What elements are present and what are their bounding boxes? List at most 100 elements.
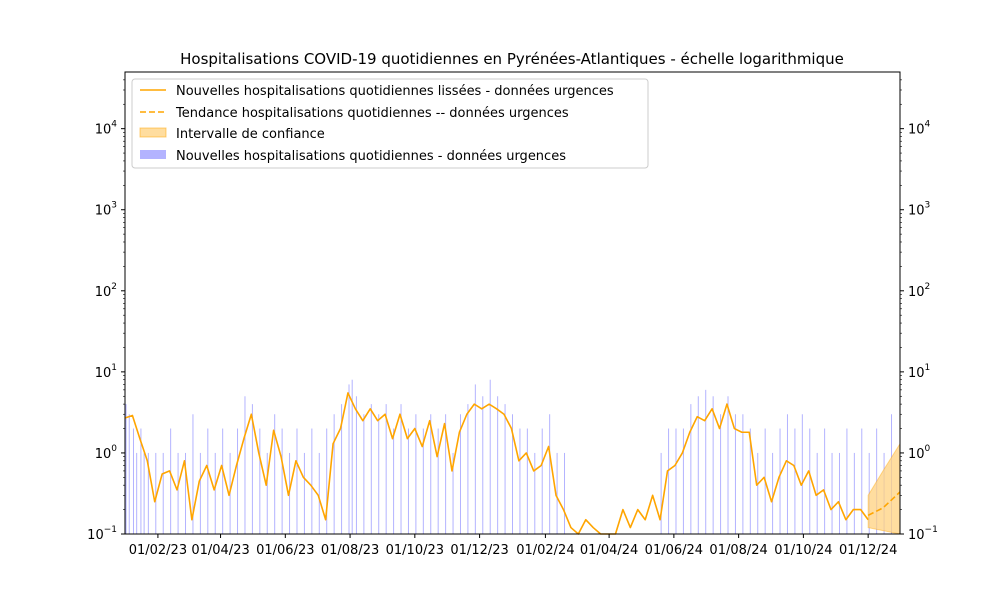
- y-tick-label: 104: [908, 120, 931, 138]
- bar: [132, 428, 134, 534]
- x-axis: 01/02/23 01/04/23 01/06/23 01/08/23 01/10/23…: [129, 534, 897, 558]
- bar: [385, 404, 387, 534]
- bar: [348, 384, 350, 534]
- bar: [489, 379, 491, 534]
- bar: [861, 428, 863, 534]
- bar: [497, 396, 499, 534]
- y-tick-exponent: 1: [925, 363, 931, 373]
- legend-label-confidence: Intervalle de confiance: [176, 127, 325, 142]
- x-tick-label: 01/10/23: [386, 543, 444, 558]
- y-tick-base: 10: [95, 285, 112, 300]
- y-tick-base: 10: [87, 528, 104, 543]
- bar: [697, 396, 699, 534]
- y-tick-label: 101: [908, 363, 930, 381]
- legend-band-swatch: [139, 127, 167, 138]
- bar: [519, 428, 521, 534]
- bar: [690, 404, 692, 534]
- x-tick-label: 01/02/23: [129, 543, 187, 558]
- y-tick-base: 10: [908, 447, 925, 462]
- bar: [772, 452, 774, 534]
- bar: [734, 414, 736, 534]
- x-tick-label: 01/12/23: [450, 543, 508, 558]
- y-tick-exponent: 2: [925, 282, 931, 292]
- bar: [838, 452, 840, 534]
- y-tick-base: 10: [908, 366, 925, 381]
- bar: [504, 404, 506, 534]
- bar: [467, 404, 469, 534]
- y-tick-base: 10: [95, 204, 112, 219]
- bar: [727, 396, 729, 534]
- legend-label-trend: Tendance hospitalisations quotidiennes -…: [175, 106, 569, 121]
- bar: [749, 428, 751, 534]
- bar: [281, 428, 283, 534]
- y-tick-label: 103: [95, 201, 117, 219]
- bar: [675, 428, 677, 534]
- y-tick-base: 10: [908, 123, 925, 138]
- bar: [363, 414, 365, 534]
- plot-frame: [124, 71, 901, 535]
- bar: [474, 384, 476, 534]
- bar: [222, 428, 224, 534]
- bar: [526, 428, 528, 534]
- y-tick-label: 102: [95, 282, 117, 300]
- y-tick-base: 10: [908, 204, 925, 219]
- y-tick-base: 10: [95, 366, 112, 381]
- bar: [534, 452, 536, 534]
- bar: [809, 428, 811, 534]
- legend-box: [131, 78, 649, 169]
- bar: [430, 414, 432, 534]
- bar: [437, 428, 439, 534]
- bar: [512, 414, 513, 534]
- x-tick-label: 01/02/24: [516, 543, 574, 558]
- bar: [244, 396, 246, 534]
- bar: [237, 428, 239, 534]
- y-tick-base: 10: [95, 123, 112, 138]
- legend-label-bars: Nouvelles hospitalisations quotidiennes …: [176, 149, 566, 164]
- bar: [136, 452, 138, 534]
- y-tick-exponent: 3: [111, 201, 117, 211]
- bar: [853, 452, 855, 534]
- bar: [482, 396, 484, 534]
- bar: [445, 414, 447, 534]
- chart-title: Hospitalisations COVID-19 quotidiennes e…: [180, 50, 844, 68]
- bar: [794, 428, 796, 534]
- bar: [816, 452, 818, 534]
- x-tick-label: 01/04/23: [191, 543, 249, 558]
- bar: [370, 404, 372, 534]
- bar: [876, 428, 878, 534]
- x-tick-label: 01/04/24: [580, 543, 638, 558]
- bar: [415, 414, 417, 534]
- y-tick-exponent: 4: [111, 120, 117, 130]
- y-tick-label: 101: [95, 363, 117, 381]
- bar: [682, 428, 684, 534]
- y-tick-base: 10: [908, 285, 925, 300]
- trend-line-layer: [867, 491, 901, 517]
- bar: [199, 452, 201, 534]
- y-tick-exponent: 4: [925, 120, 931, 130]
- bar: [831, 452, 833, 534]
- bar: [274, 414, 276, 534]
- y-tick-label: 104: [95, 120, 118, 138]
- bar: [140, 428, 142, 534]
- bar: [824, 428, 826, 534]
- bar: [779, 428, 781, 534]
- smoothed-line-layer: [124, 392, 869, 535]
- bar: [393, 428, 395, 534]
- y-tick-label: 10−1: [908, 525, 938, 543]
- bar: [266, 452, 268, 534]
- bar: [720, 414, 722, 534]
- bar: [668, 428, 670, 534]
- y-tick-label: 103: [908, 201, 930, 219]
- bar: [326, 428, 328, 534]
- y-tick-label: 102: [908, 282, 930, 300]
- bar: [400, 404, 402, 534]
- x-tick-label: 01/12/24: [839, 543, 897, 558]
- y-tick-label: 100: [95, 444, 118, 462]
- bar: [192, 414, 194, 534]
- bar: [846, 428, 848, 534]
- bar: [712, 396, 714, 534]
- bar: [311, 428, 313, 534]
- bar: [452, 452, 454, 534]
